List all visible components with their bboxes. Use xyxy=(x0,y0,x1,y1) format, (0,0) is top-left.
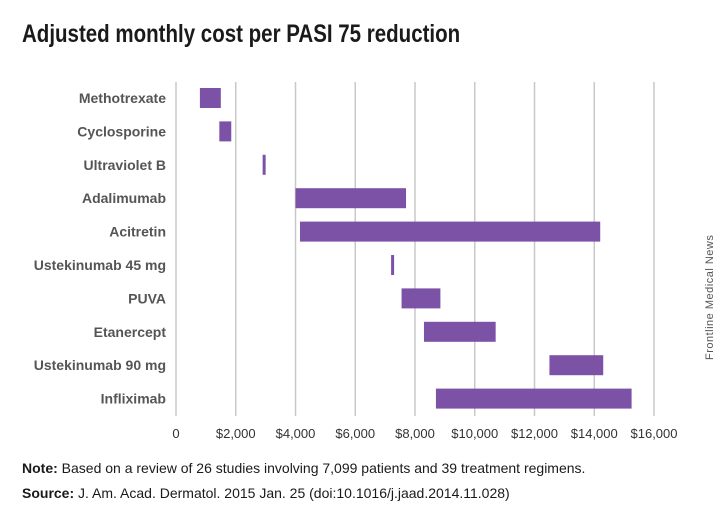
note-line: Note: Based on a review of 26 studies in… xyxy=(22,460,585,476)
x-tick-label: $2,000 xyxy=(216,426,256,441)
category-label: Adalimumab xyxy=(82,190,166,206)
source-line: Source: J. Am. Acad. Dermatol. 2015 Jan.… xyxy=(22,485,510,501)
credit-text: Frontline Medical News xyxy=(704,234,716,360)
range-bar xyxy=(295,188,407,209)
range-bar xyxy=(299,221,601,242)
category-label: PUVA xyxy=(128,290,166,306)
category-label: Ustekinumab 45 mg xyxy=(34,257,166,273)
category-label: Etanercept xyxy=(94,324,167,340)
category-label: Cyclosporine xyxy=(77,123,166,139)
note-label: Note: xyxy=(22,460,58,476)
note-text: Based on a review of 26 studies involvin… xyxy=(57,460,586,476)
category-label: Acitretin xyxy=(109,224,166,240)
category-label: Ultraviolet B xyxy=(84,157,166,173)
range-bar xyxy=(401,288,441,309)
range-bar xyxy=(435,388,632,409)
source-label: Source: xyxy=(22,485,75,501)
range-bar xyxy=(262,154,266,175)
range-bar xyxy=(423,321,496,342)
x-tick-label: $6,000 xyxy=(335,426,375,441)
chart-title: Adjusted monthly cost per PASI 75 reduct… xyxy=(22,20,461,48)
x-tick-label: $16,000 xyxy=(631,426,678,441)
source-text: J. Am. Acad. Dermatol. 2015 Jan. 25 (doi… xyxy=(74,485,510,501)
x-tick-label: $8,000 xyxy=(395,426,435,441)
x-tick-label: $14,000 xyxy=(571,426,618,441)
category-label: Ustekinumab 90 mg xyxy=(34,357,166,373)
category-label: Methotrexate xyxy=(79,90,166,106)
range-bar xyxy=(549,355,604,376)
range-bar xyxy=(219,121,232,142)
x-tick-label: $10,000 xyxy=(451,426,498,441)
category-label: Infliximab xyxy=(101,391,166,407)
x-tick-label: 0 xyxy=(172,426,179,441)
x-tick-label: $12,000 xyxy=(511,426,558,441)
range-bar xyxy=(391,255,395,275)
range-bar xyxy=(199,88,221,108)
x-tick-label: $4,000 xyxy=(276,426,316,441)
